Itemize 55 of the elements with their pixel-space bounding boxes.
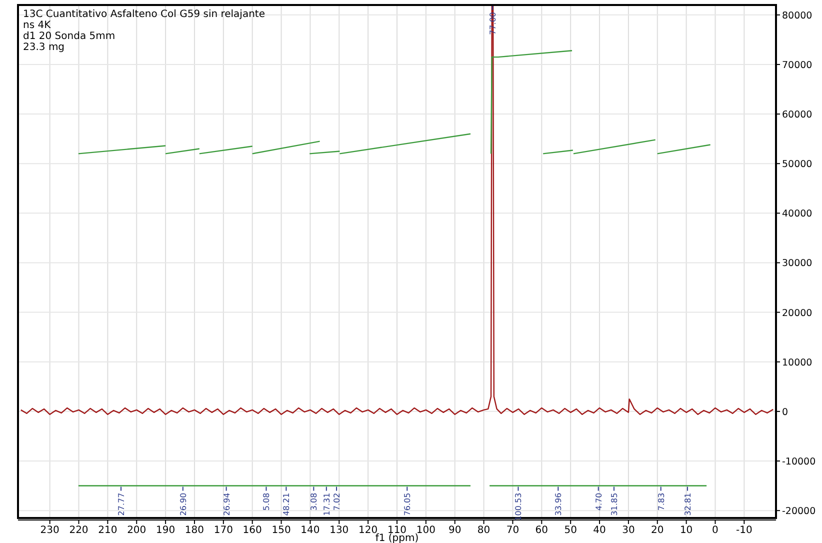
annotation: 31.85 [610, 492, 619, 516]
x-tick-label: 100 [416, 525, 436, 536]
annotation: 3.08 [310, 492, 319, 511]
annotation: d1 20 Sonda 5mm [23, 31, 116, 42]
x-tick-label: 200 [127, 525, 146, 536]
annotation: 32.81 [683, 492, 692, 516]
x-tick-label: 190 [156, 525, 176, 536]
y-tick-label: 80000 [782, 10, 812, 22]
annotation: 26.94 [222, 492, 232, 516]
x-tick-label: 40 [593, 525, 606, 536]
x-tick-label: 0 [712, 525, 718, 536]
annotation: 77.00 [488, 12, 498, 35]
y-tick-label: 30000 [782, 258, 812, 270]
x-tick-label: 160 [242, 525, 262, 536]
x-tick-label: 140 [300, 525, 320, 536]
x-tick-label: 210 [98, 525, 118, 536]
x-tick-label: 50 [564, 525, 577, 536]
y-tick-label: 50000 [782, 159, 812, 170]
x-tick-label: 70 [506, 525, 520, 536]
y-tick-label: -20000 [782, 506, 816, 518]
x-tick-label: 230 [40, 525, 60, 536]
annotation: 5.08 [262, 492, 272, 511]
x-tick-label: 220 [69, 525, 88, 536]
annotation: 26.90 [178, 492, 188, 516]
x-tick-label: 10 [680, 525, 693, 536]
x-tick-label: 60 [535, 525, 548, 536]
x-tick-label: 130 [330, 525, 349, 536]
y-tick-label: 20000 [782, 308, 812, 319]
y-tick-label: -10000 [782, 456, 816, 468]
annotation: 48.21 [282, 492, 292, 516]
annotation: 27.77 [116, 492, 126, 516]
y-tick-label: 60000 [782, 110, 812, 121]
y-tick-label: 40000 [782, 208, 812, 220]
annotation: 7.83 [656, 492, 666, 511]
annotation: 7.02 [332, 492, 342, 511]
y-tick-label: 10000 [782, 357, 812, 368]
chart-title: 13C Cuantitativo Asfalteno Col G59 sin relajante [23, 9, 266, 20]
x-tick-label: 180 [184, 525, 204, 536]
annotation: 4.70 [594, 492, 604, 511]
annotation: 17.31 [322, 492, 332, 516]
annotation: ns 4K [23, 20, 52, 31]
annotation: 100.53 [514, 492, 524, 521]
y-tick-label: 70000 [782, 60, 812, 71]
x-tick-label: 90 [448, 525, 462, 536]
annotation: 23.3 mg [23, 42, 65, 53]
annotation: 76.05 [403, 492, 412, 516]
x-tick-label: 150 [272, 525, 291, 536]
x-tick-label: 30 [622, 525, 635, 536]
y-tick-label: 0 [782, 406, 788, 418]
x-tick-label: 170 [214, 525, 233, 536]
annotation: 33.96 [554, 492, 564, 516]
x-tick-label: 80 [477, 525, 490, 536]
x-axis-title: f1 (ppm) [375, 533, 419, 543]
x-tick-label: 20 [651, 525, 664, 536]
x-tick-label: -10 [736, 525, 752, 536]
